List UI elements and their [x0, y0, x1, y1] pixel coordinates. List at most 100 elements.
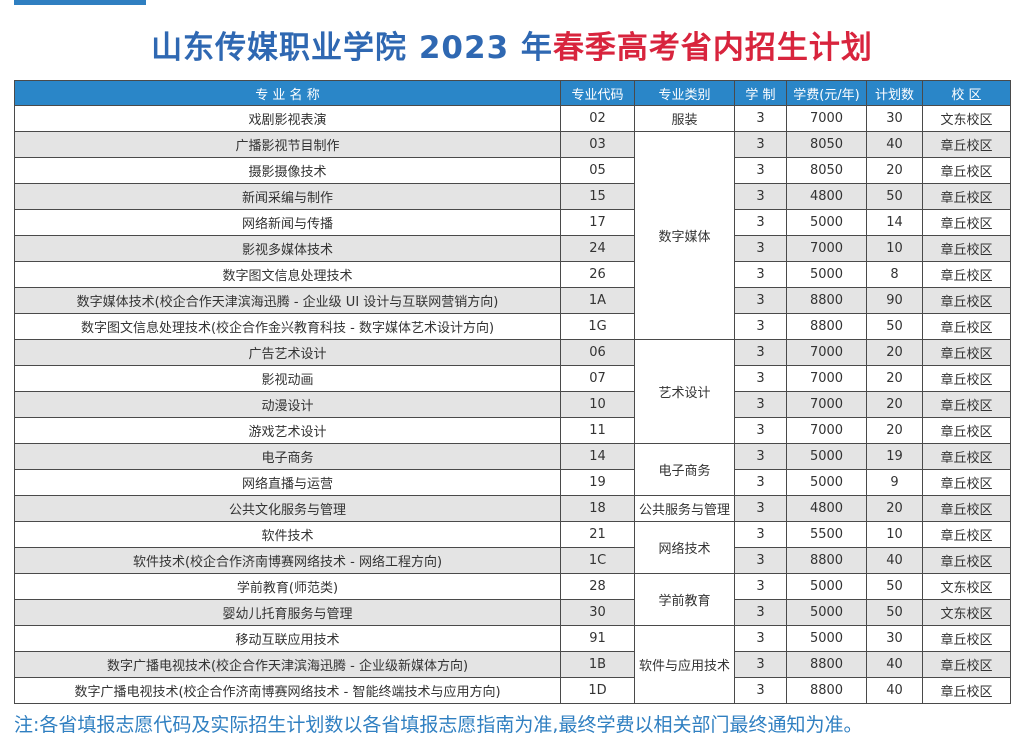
- years-cell: 3: [734, 521, 787, 548]
- major-code-cell: 1A: [560, 287, 635, 314]
- campus-cell: 章丘校区: [922, 365, 1011, 392]
- title-part-blue: 山东传媒职业学院 2023 年: [151, 30, 553, 66]
- enrollment-plan-table: 专 业 名 称 专业代码 专业类别 学 制 学费(元/年) 计划数 校 区 戏剧…: [14, 80, 1011, 704]
- table-row: 影视多媒体技术 24 3 7000 10 章丘校区: [14, 235, 1011, 262]
- table-row: 移动互联应用技术 91 软件与应用技术 3 5000 30 章丘校区: [14, 625, 1011, 704]
- campus-cell: 章丘校区: [922, 209, 1011, 236]
- fee-cell: 8800: [786, 651, 867, 678]
- years-cell: 3: [734, 443, 787, 470]
- table-row: 摄影摄像技术 05 3 8050 20 章丘校区: [14, 157, 1011, 184]
- table-row: 广告艺术设计 06 艺术设计 3 7000 20 章丘校区: [14, 339, 1011, 444]
- fee-cell: 7000: [786, 417, 867, 444]
- fee-cell: 4800: [786, 495, 867, 522]
- plan-count-cell: 50: [866, 573, 923, 600]
- plan-count-cell: 30: [866, 625, 923, 652]
- major-code-cell: 06: [560, 339, 635, 366]
- fee-cell: 5000: [786, 573, 867, 600]
- table-row: 公共文化服务与管理 18 公共服务与管理 3 4800 20 章丘校区: [14, 495, 1011, 522]
- years-cell: 3: [734, 573, 787, 600]
- major-name-cell: 广播影视节目制作: [14, 131, 561, 158]
- campus-cell: 章丘校区: [922, 469, 1011, 496]
- table-row: 数字媒体技术(校企合作天津滨海迅腾 - 企业级 UI 设计与互联网营销方向) 1A…: [14, 287, 1011, 314]
- major-name-cell: 电子商务: [14, 443, 561, 470]
- major-code-cell: 21: [560, 521, 635, 548]
- years-cell: 3: [734, 105, 787, 132]
- fee-cell: 8800: [786, 313, 867, 340]
- plan-count-cell: 19: [866, 443, 923, 470]
- table-row: 影视动画 07 3 7000 20 章丘校区: [14, 365, 1011, 392]
- plan-count-cell: 40: [866, 131, 923, 158]
- table-row: 戏剧影视表演 02 服装 3 7000 30 文东校区: [14, 105, 1011, 132]
- major-name-cell: 影视多媒体技术: [14, 235, 561, 262]
- table-row: 数字图文信息处理技术 26 3 5000 8 章丘校区: [14, 261, 1011, 288]
- major-name-cell: 软件技术: [14, 521, 561, 548]
- campus-cell: 章丘校区: [922, 313, 1011, 340]
- category-cell: 软件与应用技术: [634, 625, 735, 704]
- major-name-cell: 网络新闻与传播: [14, 209, 561, 236]
- table-row: 电子商务 14 电子商务 3 5000 19 章丘校区: [14, 443, 1011, 496]
- years-cell: 3: [734, 313, 787, 340]
- campus-cell: 章丘校区: [922, 235, 1011, 262]
- table-row: 广播影视节目制作 03 数字媒体 3 8050 40 章丘校区: [14, 131, 1011, 340]
- years-cell: 3: [734, 287, 787, 314]
- header-code: 专业代码: [560, 80, 635, 106]
- major-name-cell: 婴幼儿托育服务与管理: [14, 599, 561, 626]
- plan-count-cell: 40: [866, 677, 923, 704]
- plan-count-cell: 10: [866, 521, 923, 548]
- major-code-cell: 24: [560, 235, 635, 262]
- table-row: 软件技术 21 网络技术 3 5500 10 章丘校区: [14, 521, 1011, 574]
- major-name-cell: 动漫设计: [14, 391, 561, 418]
- years-cell: 3: [734, 547, 787, 574]
- fee-cell: 5000: [786, 469, 867, 496]
- campus-cell: 章丘校区: [922, 495, 1011, 522]
- category-cell: 数字媒体: [634, 131, 735, 340]
- years-cell: 3: [734, 183, 787, 210]
- campus-cell: 章丘校区: [922, 287, 1011, 314]
- major-name-cell: 影视动画: [14, 365, 561, 392]
- fee-cell: 5000: [786, 599, 867, 626]
- fee-cell: 5000: [786, 625, 867, 652]
- major-code-cell: 1G: [560, 313, 635, 340]
- years-cell: 3: [734, 417, 787, 444]
- years-cell: 3: [734, 677, 787, 704]
- campus-cell: 章丘校区: [922, 261, 1011, 288]
- table-header-row: 专 业 名 称 专业代码 专业类别 学 制 学费(元/年) 计划数 校 区: [14, 80, 1011, 106]
- plan-count-cell: 40: [866, 651, 923, 678]
- corner-decoration: [14, 0, 146, 5]
- major-code-cell: 26: [560, 261, 635, 288]
- major-name-cell: 摄影摄像技术: [14, 157, 561, 184]
- fee-cell: 8050: [786, 157, 867, 184]
- table-row: 数字广播电视技术(校企合作天津滨海迅腾 - 企业级新媒体方向) 1B 3 8800 40…: [14, 651, 1011, 678]
- years-cell: 3: [734, 365, 787, 392]
- title-part-red: 春季高考省内招生计划: [552, 30, 873, 66]
- years-cell: 3: [734, 235, 787, 262]
- plan-count-cell: 40: [866, 547, 923, 574]
- major-code-cell: 15: [560, 183, 635, 210]
- header-plan: 计划数: [866, 80, 923, 106]
- major-name-cell: 学前教育(师范类): [14, 573, 561, 600]
- fee-cell: 8050: [786, 131, 867, 158]
- major-name-cell: 公共文化服务与管理: [14, 495, 561, 522]
- major-code-cell: 18: [560, 495, 635, 522]
- plan-count-cell: 20: [866, 417, 923, 444]
- table-row: 数字图文信息处理技术(校企合作金兴教育科技 - 数字媒体艺术设计方向) 1G 3 88…: [14, 313, 1011, 340]
- category-cell: 网络技术: [634, 521, 735, 574]
- major-name-cell: 戏剧影视表演: [14, 105, 561, 132]
- major-name-cell: 数字图文信息处理技术(校企合作金兴教育科技 - 数字媒体艺术设计方向): [14, 313, 561, 340]
- page-title: 山东传媒职业学院 2023 年春季高考省内招生计划: [0, 28, 1024, 68]
- campus-cell: 文东校区: [922, 599, 1011, 626]
- plan-count-cell: 8: [866, 261, 923, 288]
- plan-count-cell: 20: [866, 157, 923, 184]
- major-name-cell: 游戏艺术设计: [14, 417, 561, 444]
- major-name-cell: 广告艺术设计: [14, 339, 561, 366]
- fee-cell: 7000: [786, 105, 867, 132]
- fee-cell: 5000: [786, 261, 867, 288]
- major-code-cell: 10: [560, 391, 635, 418]
- footnote: 注:各省填报志愿代码及实际招生计划数以各省填报志愿指南为准,最终学费以相关部门最…: [14, 714, 863, 736]
- campus-cell: 章丘校区: [922, 417, 1011, 444]
- major-name-cell: 新闻采编与制作: [14, 183, 561, 210]
- plan-count-cell: 50: [866, 599, 923, 626]
- plan-count-cell: 50: [866, 183, 923, 210]
- plan-count-cell: 30: [866, 105, 923, 132]
- major-code-cell: 03: [560, 131, 635, 158]
